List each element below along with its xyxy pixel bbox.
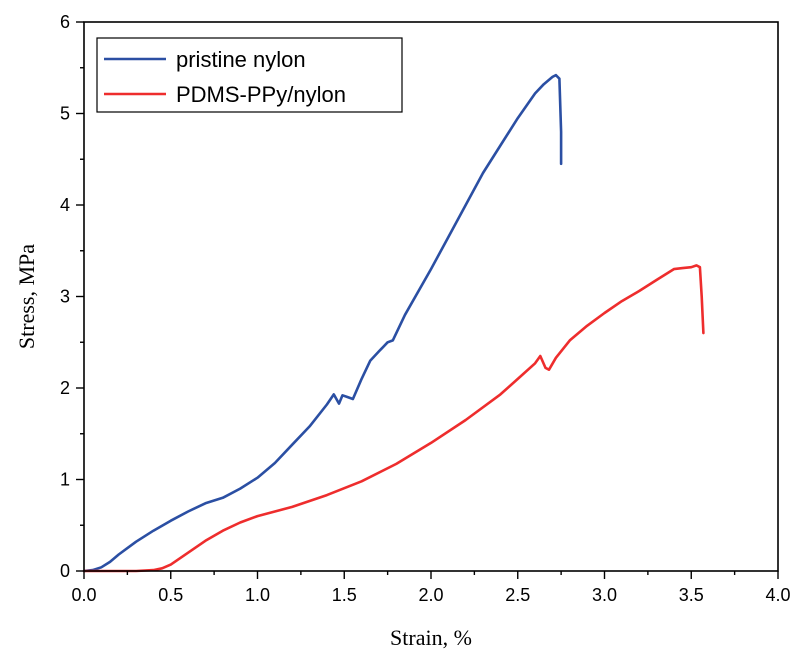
legend-label-pdms-ppy-nylon: PDMS-PPy/nylon — [176, 82, 346, 107]
x-tick-label: 2.0 — [418, 585, 443, 605]
x-tick-label: 2.5 — [505, 585, 530, 605]
series-line-pristine-nylon — [82, 73, 563, 573]
x-tick-label: 3.0 — [592, 585, 617, 605]
x-tick-label: 1.5 — [332, 585, 357, 605]
series-line-pdms-ppy-nylon — [82, 264, 705, 573]
y-tick-label: 0 — [60, 561, 70, 581]
x-axis-title: Strain, % — [390, 625, 472, 650]
y-tick-label: 4 — [60, 195, 70, 215]
plot-lines — [82, 73, 705, 573]
legend-box — [96, 37, 403, 113]
x-tick-label: 0.0 — [71, 585, 96, 605]
x-tick-label: 1.0 — [245, 585, 270, 605]
y-tick-label: 3 — [60, 287, 70, 307]
x-tick-label: 0.5 — [158, 585, 183, 605]
y-axis-title: Stress, MPa — [14, 244, 39, 349]
legend: pristine nylon PDMS-PPy/nylon — [96, 37, 403, 113]
plot-frame — [83, 21, 779, 572]
x-tick-label: 3.5 — [679, 585, 704, 605]
y-tick-label: 1 — [60, 470, 70, 490]
y-tick-label: 2 — [60, 378, 70, 398]
y-tick-label: 5 — [60, 104, 70, 124]
y-axis-ticks: 0 1 2 3 4 5 6 — [60, 12, 84, 581]
x-axis-ticks: 0.0 0.5 1.0 1.5 2.0 2.5 3.0 3.5 4.0 — [71, 571, 791, 605]
x-tick-label: 4.0 — [765, 585, 790, 605]
y-tick-label: 6 — [60, 12, 70, 32]
legend-label-pristine-nylon: pristine nylon — [176, 47, 306, 72]
